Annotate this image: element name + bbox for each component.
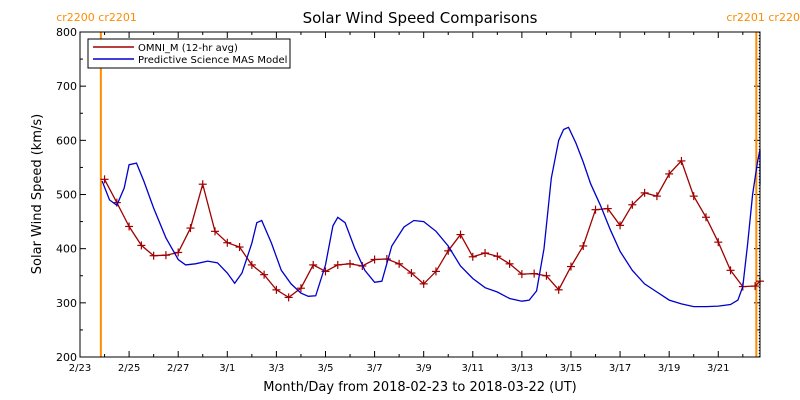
data-point [652,192,661,201]
data-point [223,238,232,247]
legend-label-mas: Predictive Science MAS Model [138,55,287,66]
y-tick-label: 600 [56,134,77,147]
y-tick-label: 500 [56,189,77,202]
data-point [677,156,686,165]
x-tick-label: 2/23 [69,363,91,374]
carrington-markers: cr2200 cr2201 cr2201 cr2202 [56,11,800,357]
x-tick-label: 3/1 [219,363,235,374]
legend: OMNI_M (12-hr avg) Predictive Science MA… [87,38,291,69]
x-ticks: 2/23 2/25 2/27 3/1 3/3 3/5 3/7 3/9 3/11 3/13 3/15 3… [69,32,744,374]
carrington-label: cr2200 cr2201 [56,11,137,24]
data-point [566,262,575,271]
data-point [272,285,281,294]
data-point [517,270,526,279]
x-tick-label: 3/15 [560,363,582,374]
data-point [616,221,625,230]
data-point [161,251,170,260]
data-point [407,269,416,278]
data-point [554,285,563,294]
legend-label-omni: OMNI_M (12-hr avg) [138,43,238,54]
data-point [149,251,158,260]
legend-box [87,38,291,69]
data-point [260,270,269,279]
x-tick-label: 3/9 [416,363,432,374]
data-point [125,222,134,231]
data-point [505,259,514,268]
y-tick-label: 800 [56,26,77,39]
x-tick-label: 2/27 [167,363,189,374]
data-point [309,260,318,269]
data-point [603,204,612,213]
data-point [100,175,109,184]
data-point [481,249,490,257]
y-tick-label: 700 [56,80,77,93]
data-point [419,279,428,288]
x-tick-label: 3/7 [367,363,383,374]
chart-title: Solar Wind Speed Comparisons [303,9,538,27]
x-tick-label: 3/13 [511,363,533,374]
data-point [247,260,256,269]
data-point [579,241,588,250]
x-tick-label: 3/3 [268,363,284,374]
x-tick-label: 3/5 [317,363,333,374]
data-point [431,267,440,276]
data-point [174,248,183,257]
y-axis-label: Solar Wind Speed (km/s) [30,114,45,274]
data-point [665,169,674,178]
x-tick-label: 3/17 [609,363,631,374]
data-point [714,238,723,247]
data-point [198,180,207,189]
data-point [284,293,293,302]
data-point [296,284,305,293]
data-point [530,269,539,278]
x-tick-label: 3/21 [707,363,729,374]
data-point [628,200,637,209]
y-tick-label: 400 [56,243,77,256]
x-tick-label: 3/19 [658,363,680,374]
x-tick-label: 2/25 [118,363,140,374]
data-point [493,252,502,261]
series-lines [100,126,764,308]
data-point [751,282,760,291]
data-point [186,224,195,233]
data-point [333,260,342,269]
data-point [701,213,710,222]
y-tick-label: 200 [56,351,77,364]
data-point [468,252,477,261]
data-point [640,188,649,197]
x-axis-label: Month/Day from 2018-02-23 to 2018-03-22 … [263,380,576,395]
data-point [211,227,220,236]
y-tick-label: 300 [56,297,77,310]
data-point [137,241,146,250]
data-point [726,266,735,275]
data-point [346,259,355,268]
data-point [542,271,551,280]
data-point [689,192,698,201]
data-point [235,243,244,252]
series-line-1 [101,126,761,308]
plot-frame [79,31,761,358]
data-point [591,205,600,214]
data-point [456,230,465,239]
data-point [370,255,379,264]
x-tick-label: 3/11 [462,363,484,374]
data-point [395,259,404,268]
carrington-label: cr2201 cr2202 [726,11,800,24]
